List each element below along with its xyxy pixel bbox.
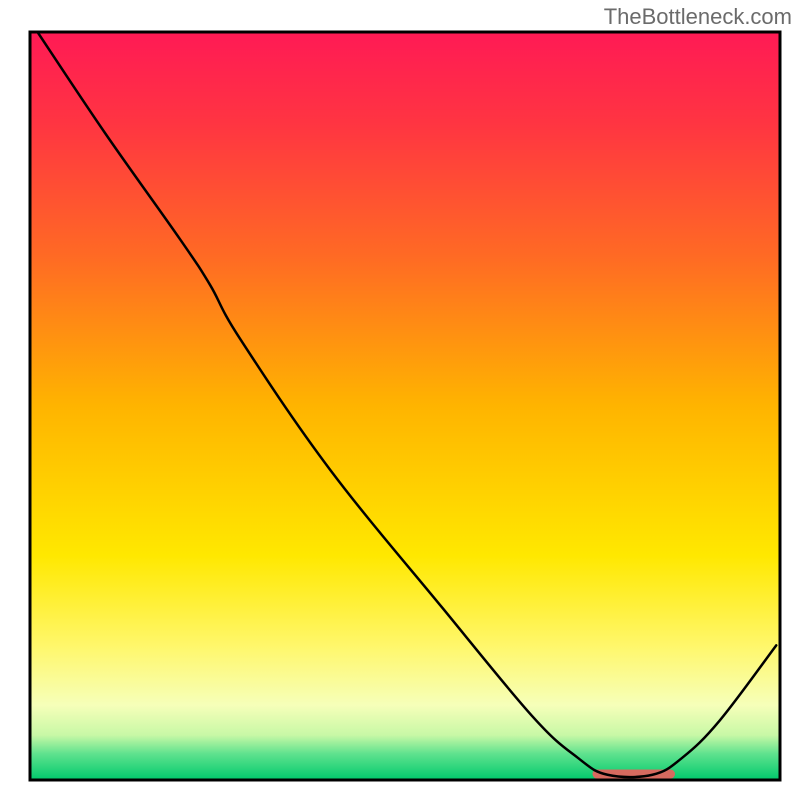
watermark-text: TheBottleneck.com [604, 4, 792, 30]
bottleneck-chart-svg [0, 0, 800, 800]
plot-background [30, 32, 780, 780]
chart-container: TheBottleneck.com [0, 0, 800, 800]
